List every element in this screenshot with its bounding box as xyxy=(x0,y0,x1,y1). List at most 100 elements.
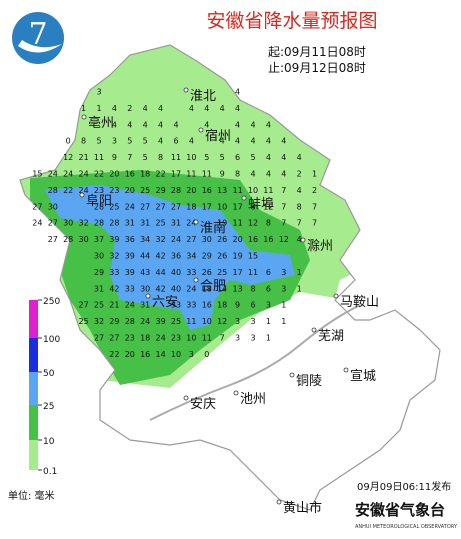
publisher-en: ANHUI METEOROLOGICAL OBSERVATORY xyxy=(355,524,458,530)
city-dot xyxy=(193,277,199,283)
grid-value: 4 xyxy=(204,120,209,129)
title: 安徽省降水量预报图 xyxy=(206,10,377,32)
grid-value: 25 xyxy=(171,317,181,326)
legend-label: 50 xyxy=(43,369,55,379)
grid-value: 24 xyxy=(156,334,166,343)
grid-value: 37 xyxy=(94,235,104,244)
city-name: 黄山市 xyxy=(283,500,322,516)
grid-value: 32 xyxy=(79,219,89,228)
grid-value: 11 xyxy=(248,268,258,277)
grid-value: 24 xyxy=(63,170,73,179)
grid-value: 4 xyxy=(143,120,148,129)
grid-value: 20 xyxy=(125,186,135,195)
grid-value: 11 xyxy=(186,317,196,326)
grid-value: 4 xyxy=(281,137,286,146)
grid-value: 25 xyxy=(217,268,227,277)
grid-value: 24 xyxy=(48,170,58,179)
grid-value: 24 xyxy=(186,284,196,293)
grid-value: 17 xyxy=(233,268,243,277)
city-name: 蚌埠 xyxy=(248,197,274,212)
grid-value: 31 xyxy=(94,284,104,293)
grid-value: 25 xyxy=(94,301,104,310)
grid-value: 24 xyxy=(171,235,181,244)
grid-value: 30 xyxy=(202,235,212,244)
grid-value: 6 xyxy=(250,301,255,310)
grid-value: 2 xyxy=(297,170,302,179)
grid-value: 18 xyxy=(202,284,212,293)
grid-value: 3 xyxy=(96,88,101,97)
city-dot xyxy=(233,390,239,396)
grid-value: 10 xyxy=(186,334,196,343)
grid-value: 3 xyxy=(189,350,194,359)
period-start: 起:09月11日08时 xyxy=(268,45,366,59)
grid-value: 11 xyxy=(186,170,196,179)
grid-value: 25 xyxy=(109,202,119,211)
grid-value: 15 xyxy=(248,252,258,261)
grid-value: 23 xyxy=(171,334,181,343)
grid-value: 40 xyxy=(171,284,181,293)
city-name: 六安 xyxy=(152,295,178,310)
grid-value: 25 xyxy=(156,219,166,228)
grid-value: 28 xyxy=(125,317,135,326)
logo: 7 xyxy=(12,12,64,64)
grid-value: 1 xyxy=(281,317,286,326)
grid-value: 34 xyxy=(140,235,150,244)
grid-value: 42 xyxy=(109,284,119,293)
grid-value: 7 xyxy=(312,202,317,211)
grid-value: 16 xyxy=(202,186,212,195)
grid-value: 25 xyxy=(79,317,89,326)
city-dot xyxy=(276,499,282,505)
legend-label: 25 xyxy=(43,402,54,412)
grid-value: 5 xyxy=(143,153,148,162)
grid-value: 7 xyxy=(281,219,286,228)
grid-value: 4 xyxy=(297,186,302,195)
grid-value: 42 xyxy=(156,284,166,293)
grid-value: 6 xyxy=(266,284,271,293)
grid-value: 33 xyxy=(125,284,135,293)
grid-value: 30 xyxy=(140,284,150,293)
grid-value: 27 xyxy=(48,219,58,228)
grid-value: 4 xyxy=(266,170,271,179)
grid-value: 33 xyxy=(186,301,196,310)
grid-value: 4 xyxy=(143,104,148,113)
publisher: 安徽省气象台 xyxy=(355,501,445,519)
grid-value: 31 xyxy=(140,219,150,228)
grid-value: 1 xyxy=(96,104,101,113)
grid-value: 28 xyxy=(109,219,119,228)
city-name: 池州 xyxy=(240,392,266,407)
grid-value: 3 xyxy=(281,284,286,293)
city-name: 宿州 xyxy=(205,128,231,144)
grid-value: 20 xyxy=(233,235,243,244)
grid-value: 23 xyxy=(125,334,135,343)
grid-value: 0 xyxy=(66,137,71,146)
grid-value: 26 xyxy=(217,235,227,244)
grid-value: 7 xyxy=(312,219,317,228)
grid-value: 44 xyxy=(156,268,166,277)
grid-value: 29 xyxy=(156,186,166,195)
grid-value: 19 xyxy=(217,219,227,228)
grid-value: 4 xyxy=(189,104,194,113)
grid-value: 6 xyxy=(266,268,271,277)
grid-value: 18 xyxy=(217,301,227,310)
grid-value: 27 xyxy=(32,202,42,211)
grid-value: 23 xyxy=(109,186,119,195)
grid-value: 30 xyxy=(63,219,73,228)
grid-value: 27 xyxy=(79,301,89,310)
city-dot xyxy=(198,127,204,133)
city-name: 亳州 xyxy=(88,115,114,131)
grid-value: 15 xyxy=(32,170,42,179)
grid-value: 9 xyxy=(112,153,117,162)
grid-value: 4 xyxy=(235,104,240,113)
grid-value: 26 xyxy=(217,252,227,261)
grid-value: 28 xyxy=(48,186,58,195)
grid-value: 11 xyxy=(202,170,212,179)
grid-value: 4 xyxy=(127,120,132,129)
city-name: 合肥 xyxy=(200,279,226,294)
grid-value: 31 xyxy=(125,219,135,228)
grid-value: 28 xyxy=(63,235,73,244)
grid-value: 4 xyxy=(235,120,240,129)
grid-value: 4 xyxy=(220,104,225,113)
grid-value: 3 xyxy=(235,334,240,343)
grid-value: 32 xyxy=(109,252,119,261)
grid-value: 20 xyxy=(109,170,119,179)
